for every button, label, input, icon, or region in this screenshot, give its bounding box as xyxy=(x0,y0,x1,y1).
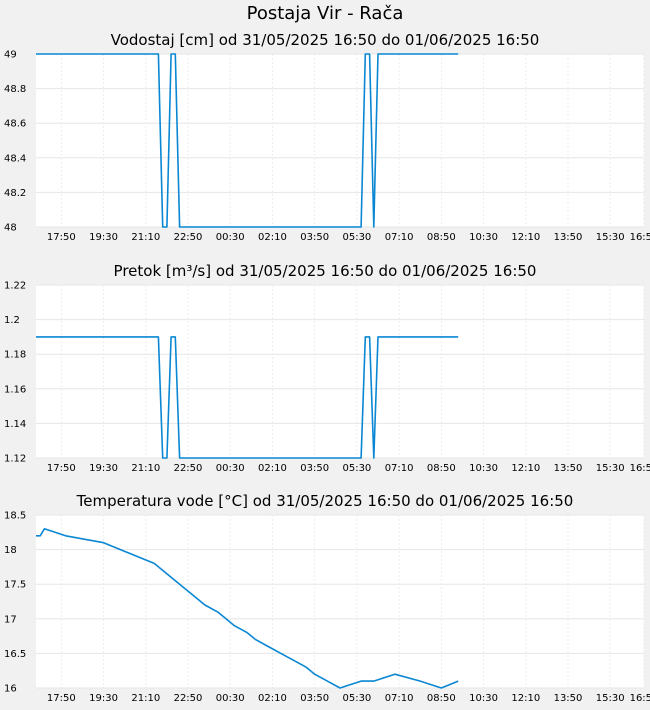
x-tick-label: 02:10 xyxy=(258,232,287,243)
y-tick-label: 49 xyxy=(4,50,17,61)
x-tick-label: 16:50 xyxy=(630,693,650,704)
x-tick-label: 10:30 xyxy=(469,463,498,474)
chart-title-discharge: Pretok [m³/s] od 31/05/2025 16:50 do 01/… xyxy=(113,262,537,280)
y-tick-label: 48.4 xyxy=(4,153,26,164)
chart-title-water-temperature: Temperatura vode [°C] od 31/05/2025 16:5… xyxy=(76,492,574,510)
x-tick-label: 17:50 xyxy=(47,232,76,243)
x-tick-label: 07:10 xyxy=(385,693,414,704)
x-tick-label: 03:50 xyxy=(300,693,329,704)
x-tick-label: 03:50 xyxy=(300,232,329,243)
y-tick-label: 1.12 xyxy=(4,454,26,465)
y-tick-label: 18 xyxy=(4,545,17,556)
x-tick-label: 10:30 xyxy=(469,693,498,704)
plot-area xyxy=(36,285,644,458)
x-tick-label: 15:30 xyxy=(596,463,625,474)
y-tick-label: 16 xyxy=(4,684,17,695)
x-tick-label: 08:50 xyxy=(427,693,456,704)
x-tick-label: 00:30 xyxy=(216,693,245,704)
x-tick-label: 15:30 xyxy=(596,232,625,243)
x-tick-label: 00:30 xyxy=(216,232,245,243)
x-tick-label: 12:10 xyxy=(511,693,540,704)
x-tick-label: 07:10 xyxy=(385,232,414,243)
y-tick-label: 48.2 xyxy=(4,188,26,199)
series-line xyxy=(36,53,459,228)
x-tick-label: 03:50 xyxy=(300,463,329,474)
x-tick-label: 10:30 xyxy=(469,232,498,243)
x-tick-label: 02:10 xyxy=(258,463,287,474)
x-tick-label: 21:10 xyxy=(131,232,160,243)
x-tick-label: 00:30 xyxy=(216,463,245,474)
chart-discharge: 1.12 1.14 1.16 1.18 1.2 1.22 17:50 19:30 21:10 22… xyxy=(4,281,650,475)
plot-area xyxy=(36,515,644,688)
y-tick-label: 1.18 xyxy=(4,350,26,361)
chart-water-level: 48 48.2 48.4 48.6 48.8 49 17:50 19:30 21:10 22:50… xyxy=(4,50,650,244)
x-tick-label: 16:50 xyxy=(630,232,650,243)
x-tick-label: 12:10 xyxy=(511,232,540,243)
y-tick-label: 1.16 xyxy=(4,384,26,395)
x-tick-label: 19:30 xyxy=(89,693,118,704)
x-tick-label: 05:30 xyxy=(342,693,371,704)
x-tick-label: 17:50 xyxy=(47,693,76,704)
x-tick-label: 17:50 xyxy=(47,463,76,474)
chart-title-water-level: Vodostaj [cm] od 31/05/2025 16:50 do 01/… xyxy=(110,31,540,49)
y-tick-label: 16.5 xyxy=(4,649,26,660)
x-tick-label: 07:10 xyxy=(385,463,414,474)
x-tick-label: 08:50 xyxy=(427,232,456,243)
x-tick-label: 12:10 xyxy=(511,463,540,474)
x-tick-label: 15:30 xyxy=(596,693,625,704)
x-tick-label: 16:50 xyxy=(630,463,650,474)
x-tick-label: 22:50 xyxy=(174,232,203,243)
chart-water-temperature: 16 16.5 17 17.5 18 18.5 17:50 19:30 21:10 22:50 00… xyxy=(4,511,650,705)
x-tick-label: 19:30 xyxy=(89,463,118,474)
x-tick-label: 08:50 xyxy=(427,463,456,474)
x-tick-label: 19:30 xyxy=(89,232,118,243)
x-tick-label: 21:10 xyxy=(131,693,160,704)
x-tick-label: 13:50 xyxy=(554,463,583,474)
series-line xyxy=(36,336,459,459)
x-tick-label: 05:30 xyxy=(342,232,371,243)
series-line xyxy=(36,528,459,689)
y-tick-label: 17 xyxy=(4,614,17,625)
y-tick-label: 1.2 xyxy=(4,315,20,326)
y-tick-label: 17.5 xyxy=(4,580,26,591)
x-tick-label: 13:50 xyxy=(554,693,583,704)
x-tick-label: 02:10 xyxy=(258,693,287,704)
x-tick-label: 22:50 xyxy=(174,463,203,474)
y-tick-label: 1.22 xyxy=(4,281,26,292)
y-tick-label: 48.8 xyxy=(4,84,26,95)
x-tick-label: 13:50 xyxy=(554,232,583,243)
y-tick-label: 48 xyxy=(4,223,17,234)
x-tick-label: 22:50 xyxy=(174,693,203,704)
y-tick-label: 1.14 xyxy=(4,419,26,430)
x-tick-label: 05:30 xyxy=(342,463,371,474)
y-tick-label: 48.6 xyxy=(4,119,26,130)
y-tick-label: 18.5 xyxy=(4,511,26,522)
x-tick-label: 21:10 xyxy=(131,463,160,474)
plot-area xyxy=(36,54,644,227)
page-title: Postaja Vir - Rača xyxy=(246,3,404,24)
